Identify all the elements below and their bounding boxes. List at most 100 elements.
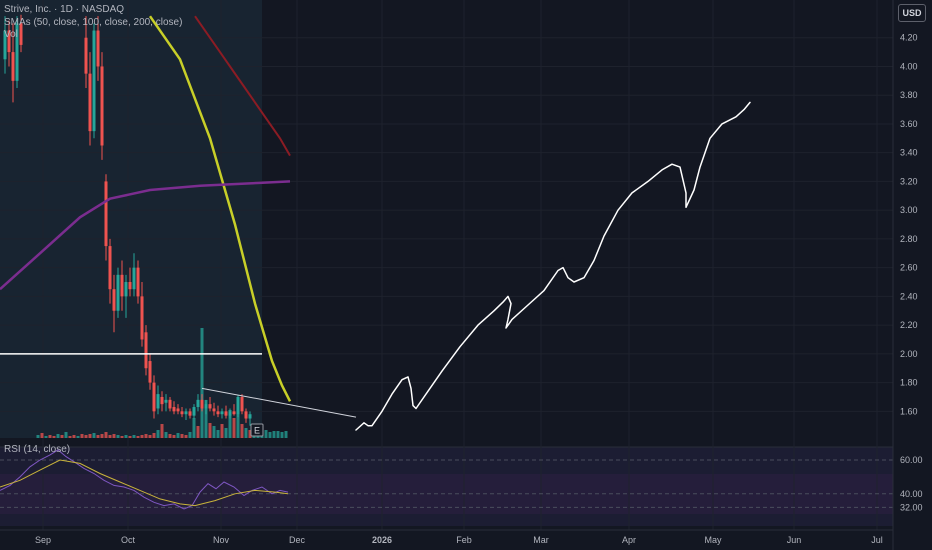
volume-bar: [224, 428, 228, 438]
highlight-region: [0, 0, 262, 438]
volume-bar: [284, 431, 288, 438]
sma200-line: [194, 15, 291, 157]
volume-bar: [84, 435, 88, 438]
volume-bar: [144, 434, 148, 438]
volume-bar: [36, 435, 40, 438]
candle-body: [220, 411, 224, 415]
volume-bar: [152, 433, 156, 438]
volume-bar: [184, 435, 188, 438]
time-axis-label: Jul: [871, 535, 883, 545]
volume-bar: [220, 424, 224, 438]
price-axis-label: 4.00: [900, 61, 918, 71]
volume-bar: [60, 435, 64, 438]
volume-bar: [140, 435, 144, 438]
volume-bar: [156, 430, 160, 438]
candle-body: [152, 382, 156, 412]
candle-body: [19, 23, 23, 45]
volume-bar: [124, 435, 128, 438]
time-axis-label: Nov: [213, 535, 230, 545]
price-axis-label: 4.20: [900, 33, 918, 43]
volume-bar: [56, 434, 60, 438]
volume-bar: [100, 434, 104, 438]
candle-body: [164, 399, 168, 403]
candle-body: [224, 411, 228, 416]
price-axis-label: 2.20: [900, 320, 918, 330]
volume-bar: [192, 418, 196, 438]
candle-body: [136, 267, 140, 297]
price-axis-label: 3.40: [900, 148, 918, 158]
volume-bar: [216, 430, 220, 438]
candle-body: [196, 399, 200, 408]
volume-bar: [164, 432, 168, 438]
volume-bar: [236, 406, 240, 438]
volume-bar: [40, 433, 44, 438]
projection-drawing[interactable]: [355, 101, 751, 431]
candle-body: [176, 408, 180, 412]
sma50-line: [148, 15, 292, 402]
volume-bar: [88, 434, 92, 438]
candle-body: [100, 66, 104, 146]
candle-body: [208, 404, 212, 409]
volume-bar: [200, 328, 204, 438]
candle-body: [140, 296, 144, 340]
candle-body: [188, 411, 192, 416]
candle-body: [228, 411, 232, 416]
candle-body: [156, 394, 160, 409]
trendline-drawing[interactable]: [201, 387, 357, 418]
candle-body: [132, 267, 136, 290]
price-axis-label: 2.80: [900, 234, 918, 244]
volume-bar: [116, 435, 120, 438]
rsi-axis-label: 32.00: [900, 502, 923, 512]
candle-body: [11, 52, 15, 81]
volume-bar: [44, 436, 48, 438]
volume-bar: [76, 436, 80, 438]
volume-bar: [228, 410, 232, 438]
volume-bar: [248, 430, 252, 438]
time-axis-label: Sep: [35, 535, 51, 545]
volume-bar: [52, 436, 56, 438]
currency-button[interactable]: USD: [898, 4, 926, 22]
sma-legend[interactable]: SMAs (50, close, 100, close, 200, close): [4, 17, 183, 28]
volume-bar: [196, 426, 200, 438]
price-axis-label: 2.00: [900, 349, 918, 359]
price-axis-label: 1.80: [900, 378, 918, 388]
time-axis-label: 2026: [372, 535, 392, 545]
earnings-marker[interactable]: [250, 423, 264, 437]
volume-bar: [68, 436, 72, 438]
price-axis-label: 3.00: [900, 205, 918, 215]
candle-body: [84, 37, 88, 74]
time-axis-label: Jun: [787, 535, 802, 545]
time-axis-label: May: [704, 535, 722, 545]
volume-bar: [128, 436, 132, 438]
candle-body: [124, 282, 128, 297]
candle-body: [144, 332, 148, 369]
volume-bar: [48, 435, 52, 438]
candle-body: [116, 274, 120, 311]
candle-body: [172, 407, 176, 412]
rsi-legend[interactable]: RSI (14, close): [4, 444, 71, 455]
rsi-axis-label: 40.00: [900, 489, 923, 499]
candle-body: [3, 30, 7, 60]
time-axis-label: Apr: [622, 535, 636, 545]
candle-body: [160, 396, 164, 405]
candle-body: [88, 73, 92, 132]
candle-body: [148, 361, 152, 383]
volume-bar: [188, 432, 192, 438]
volume-legend[interactable]: Vol: [4, 29, 18, 40]
volume-bar: [276, 431, 280, 438]
volume-bar: [112, 434, 116, 438]
price-axis-label: 3.80: [900, 90, 918, 100]
volume-bar: [264, 430, 268, 438]
time-axis-label: Feb: [456, 535, 472, 545]
volume-bar: [104, 432, 108, 438]
time-axis-label: Oct: [121, 535, 136, 545]
rsi-axis-label: 60.00: [900, 455, 923, 465]
volume-bar: [132, 435, 136, 438]
candle-body: [120, 274, 124, 297]
symbol-legend[interactable]: Strive, Inc. · 1D · NASDAQ: [4, 4, 125, 15]
candle-body: [168, 399, 172, 409]
volume-bar: [72, 435, 76, 438]
candle-body: [108, 246, 112, 290]
